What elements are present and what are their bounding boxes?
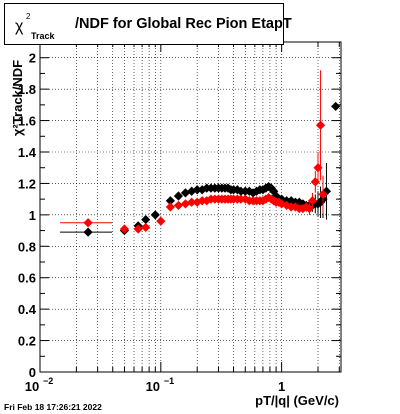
- y-tick-label: 0.2: [18, 334, 36, 349]
- x-tick-label: 1: [278, 379, 285, 394]
- series-1: [60, 70, 328, 234]
- y-tick-label: 1.8: [18, 82, 36, 97]
- title-chi: χ: [15, 18, 24, 35]
- data-point: [180, 199, 191, 209]
- data-series: [60, 70, 341, 237]
- y-tick-label: 0.8: [18, 239, 36, 254]
- data-point: [321, 186, 332, 196]
- x-axis-title: pT/|q| (GeV/c): [255, 393, 339, 408]
- data-point: [119, 224, 130, 234]
- series-0: [60, 101, 341, 237]
- data-point: [298, 203, 308, 214]
- chart-title-box: χ 2 Track /NDF for Global Rec Pion EtapT: [4, 3, 292, 45]
- data-point: [141, 222, 151, 233]
- data-point: [150, 210, 160, 220]
- x-tick-label-exponent: −2: [43, 376, 53, 386]
- title-chi-sub: Track: [31, 31, 55, 41]
- data-point: [310, 177, 320, 187]
- data-point: [165, 202, 175, 212]
- data-point: [141, 214, 151, 225]
- data-point: [251, 186, 262, 196]
- data-point: [173, 200, 184, 211]
- y-axis-title-text: χ²Track/NDF: [10, 59, 25, 136]
- data-point: [331, 101, 341, 112]
- y-tick-label: 1.6: [18, 114, 36, 129]
- data-point: [282, 200, 292, 211]
- data-point: [83, 218, 93, 228]
- data-point: [290, 202, 301, 212]
- y-tick-label: 1: [29, 208, 36, 223]
- timestamp-footer: Fri Feb 18 17:26:21 2022: [4, 402, 102, 412]
- data-point: [277, 199, 287, 209]
- data-point: [307, 196, 318, 206]
- data-point: [133, 224, 143, 234]
- data-point: [315, 120, 326, 130]
- title-chi-sup: 2: [26, 12, 31, 21]
- y-tick-label: 1.2: [18, 176, 36, 191]
- data-point: [192, 185, 202, 195]
- y-tick-label: 0.4: [18, 302, 37, 317]
- data-point: [313, 163, 323, 173]
- y-tick-label: 1.4: [18, 145, 37, 160]
- data-point: [173, 191, 184, 201]
- data-point: [156, 216, 166, 226]
- x-tick-label: 10: [146, 379, 160, 394]
- data-point: [318, 189, 328, 200]
- data-point: [83, 227, 93, 237]
- chart-title: /NDF for Global Rec Pion EtapT: [75, 16, 292, 32]
- y-axis-title: χ²Track/NDF: [10, 60, 25, 136]
- data-point: [298, 199, 308, 209]
- data-point: [301, 202, 311, 212]
- data-point: [266, 183, 276, 193]
- data-point: [304, 203, 315, 214]
- data-point: [165, 196, 175, 206]
- y-axis: 0 0.2 0.4 0.6 0.8 1 1.2 1.4 1.6 1.8 2: [18, 51, 341, 380]
- y-tick-label: 0: [29, 365, 36, 380]
- x-axis: 10 −2 10 −1 1: [25, 42, 340, 394]
- data-point: [180, 188, 191, 198]
- y-tick-label: 0.6: [18, 271, 36, 286]
- y-tick-label: 2: [29, 51, 36, 66]
- x-tick-label: 10: [25, 379, 39, 394]
- data-point: [277, 194, 287, 204]
- x-tick-label-exponent: −1: [164, 376, 174, 386]
- data-point: [187, 197, 197, 207]
